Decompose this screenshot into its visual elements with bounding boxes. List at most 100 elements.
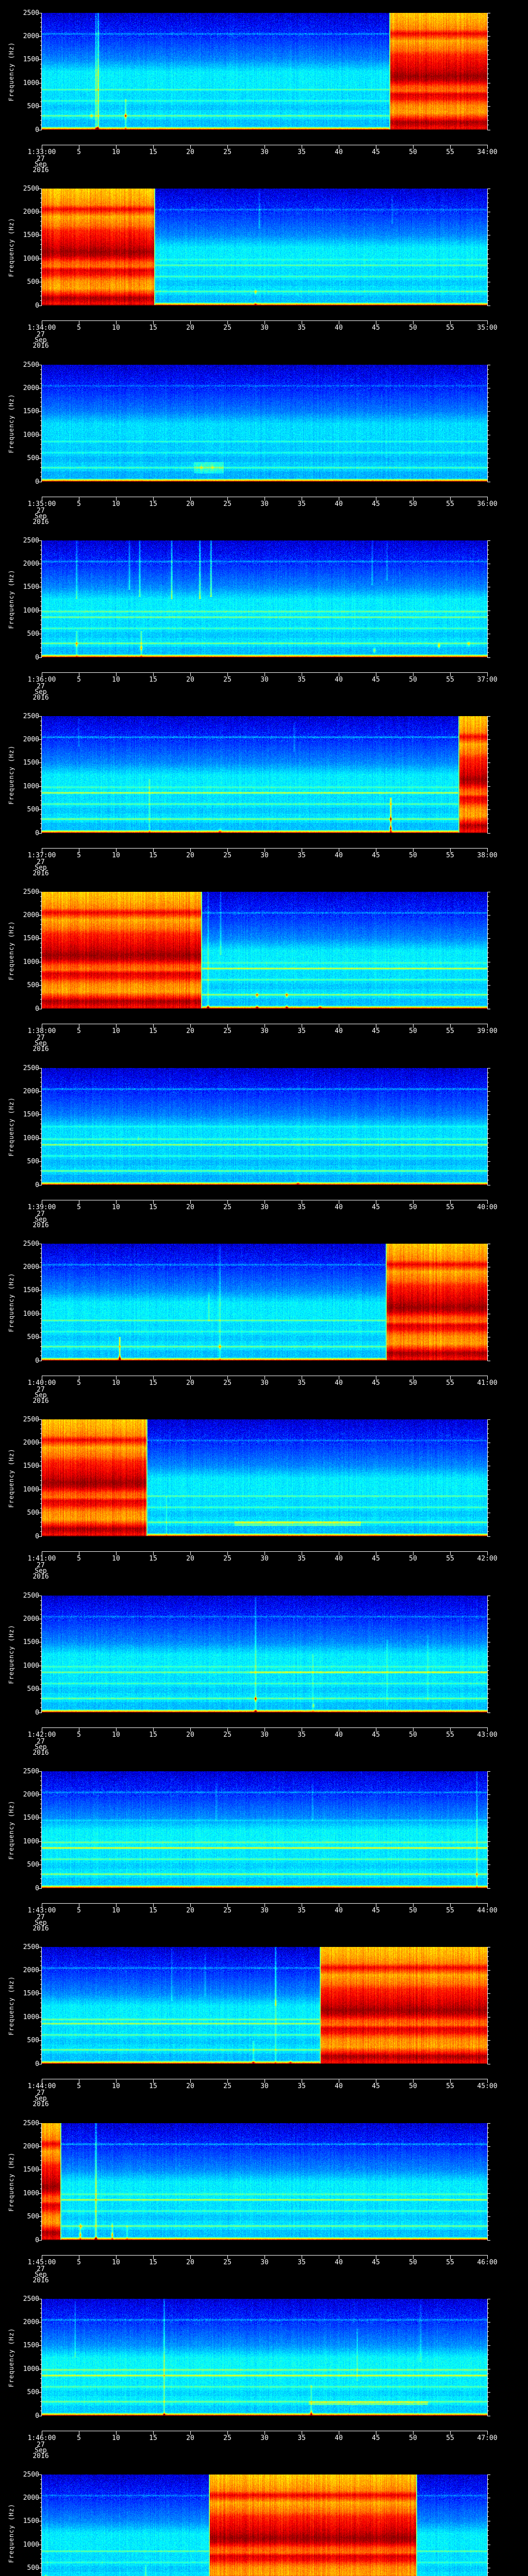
y-axis-line-left — [41, 716, 42, 834]
x-start-time-label: 1:41:00 — [27, 1555, 56, 1563]
y-minor-tick-right — [488, 1517, 489, 1518]
y-tick-label: 2500 — [23, 2119, 39, 2127]
y-tick-label: 1000 — [23, 2365, 39, 2373]
y-tick-label: 2500 — [23, 1767, 39, 1775]
x-tick-label: 35 — [298, 1555, 306, 1563]
x-tick-label: 40 — [335, 1204, 343, 1211]
y-tick-label: 1000 — [23, 958, 39, 966]
x-major-tick — [116, 849, 117, 852]
y-axis-title: Frequency (Hz) — [8, 921, 15, 980]
y-major-tick-left — [39, 1993, 41, 1994]
x-axis-date-line: Sep — [35, 1040, 47, 1047]
x-tick-label: 45 — [372, 2082, 380, 2090]
y-major-tick-left — [39, 1290, 41, 1291]
y-minor-tick-left — [40, 430, 41, 431]
x-tick-label: 10 — [112, 1204, 120, 1211]
x-tick-label: 45 — [372, 1555, 380, 1563]
spectrogram-panel-14: Frequency (Hz) 0 500 1000 1500 2000 2500 1:46:… — [0, 2286, 528, 2462]
x-tick-label: 10 — [112, 1907, 120, 1914]
y-minor-tick-right — [488, 2012, 489, 2013]
x-tick-label: 50 — [409, 1731, 417, 1739]
y-axis-line-left — [41, 1596, 42, 1713]
y-tick-label: 0 — [35, 301, 39, 310]
y-major-tick-right — [488, 2146, 490, 2147]
spectrogram-image — [42, 13, 487, 130]
x-major-tick — [153, 497, 154, 501]
y-minor-tick-right — [488, 2493, 489, 2494]
y-tick-label: 0 — [35, 829, 39, 837]
y-minor-tick-left — [40, 1309, 41, 1310]
y-tick-label: 2000 — [23, 1087, 39, 1095]
y-minor-tick-right — [488, 638, 489, 639]
y-minor-tick-right — [488, 2401, 489, 2402]
y-minor-tick-right — [488, 1447, 489, 1448]
y-tick-label: 2500 — [23, 888, 39, 896]
y-minor-tick-left — [40, 439, 41, 440]
y-minor-tick-right — [488, 2230, 489, 2231]
y-minor-tick-left — [40, 1494, 41, 1495]
x-tick-label: 45 — [372, 1379, 380, 1387]
y-minor-tick-left — [40, 1323, 41, 1324]
y-minor-tick-left — [40, 2026, 41, 2027]
y-minor-tick-left — [40, 591, 41, 592]
y-major-tick-left — [39, 1091, 41, 1092]
x-axis-date-line: 27 — [37, 1913, 45, 1921]
y-tick-label: 2000 — [23, 735, 39, 743]
spectrogram-image — [42, 892, 487, 1009]
x-tick-label: 20 — [186, 1555, 194, 1563]
y-major-tick-left — [39, 2016, 41, 2018]
x-major-tick — [153, 1200, 154, 1204]
y-minor-tick-left — [40, 545, 41, 546]
y-minor-tick-left — [40, 901, 41, 902]
y-minor-tick-right — [488, 1475, 489, 1476]
y-minor-tick-left — [40, 1799, 41, 1800]
x-tick-label: 35 — [298, 500, 306, 508]
y-axis-line-right — [487, 2475, 488, 2576]
x-end-time-label: 40:00 — [477, 1204, 498, 1211]
x-tick-label: 25 — [223, 324, 232, 332]
y-minor-tick-right — [488, 92, 489, 93]
x-tick-label: 45 — [372, 500, 380, 508]
x-major-tick — [227, 2256, 228, 2259]
x-axis-date-line: Sep — [35, 1216, 47, 1224]
x-axis-date-line: 27 — [37, 1738, 45, 1745]
x-tick-label: 30 — [260, 1379, 269, 1387]
y-minor-tick-left — [40, 1346, 41, 1347]
y-major-tick-right — [488, 2016, 490, 2018]
y-minor-tick-left — [40, 300, 41, 301]
y-tick-label: 2000 — [23, 560, 39, 568]
y-axis-line-left — [41, 189, 42, 306]
y-minor-tick-right — [488, 31, 489, 32]
y-axis-line-left — [41, 1419, 42, 1537]
y-tick-label: 0 — [35, 1884, 39, 1892]
spectrogram-image — [42, 1596, 487, 1713]
y-major-tick-left — [39, 2040, 41, 2041]
y-tick-label: 2000 — [23, 2494, 39, 2502]
spectrogram-panel-6: Frequency (Hz) 0 500 1000 1500 2000 2500 1:38:… — [0, 879, 528, 1055]
y-minor-tick-left — [40, 221, 41, 222]
y-major-tick-left — [39, 411, 41, 412]
y-tick-label: 2000 — [23, 1263, 39, 1271]
y-minor-tick-left — [40, 1175, 41, 1176]
y-minor-tick-right — [488, 795, 489, 796]
x-axis-date-line: Sep — [35, 1743, 47, 1751]
y-minor-tick-left — [40, 1480, 41, 1481]
x-tick-label: 40 — [335, 324, 343, 332]
x-major-tick — [227, 1376, 228, 1380]
x-tick-label: 20 — [186, 1027, 194, 1035]
y-axis-line-right — [487, 1771, 488, 1889]
y-axis-line-right — [487, 1419, 488, 1537]
y-tick-label: 500 — [27, 2213, 39, 2221]
y-minor-tick-left — [40, 31, 41, 32]
y-major-tick-left — [39, 2216, 41, 2217]
y-major-tick-right — [488, 2345, 490, 2346]
x-tick-label: 15 — [149, 1379, 157, 1387]
x-axis-date-line: 2016 — [32, 1222, 49, 1229]
x-tick-label: 55 — [446, 2082, 454, 2090]
y-axis-title: Frequency (Hz) — [8, 745, 15, 805]
y-minor-tick-left — [40, 193, 41, 194]
y-major-tick-left — [39, 762, 41, 764]
y-minor-tick-right — [488, 1600, 489, 1601]
x-major-tick — [153, 321, 154, 325]
y-minor-tick-right — [488, 1614, 489, 1615]
